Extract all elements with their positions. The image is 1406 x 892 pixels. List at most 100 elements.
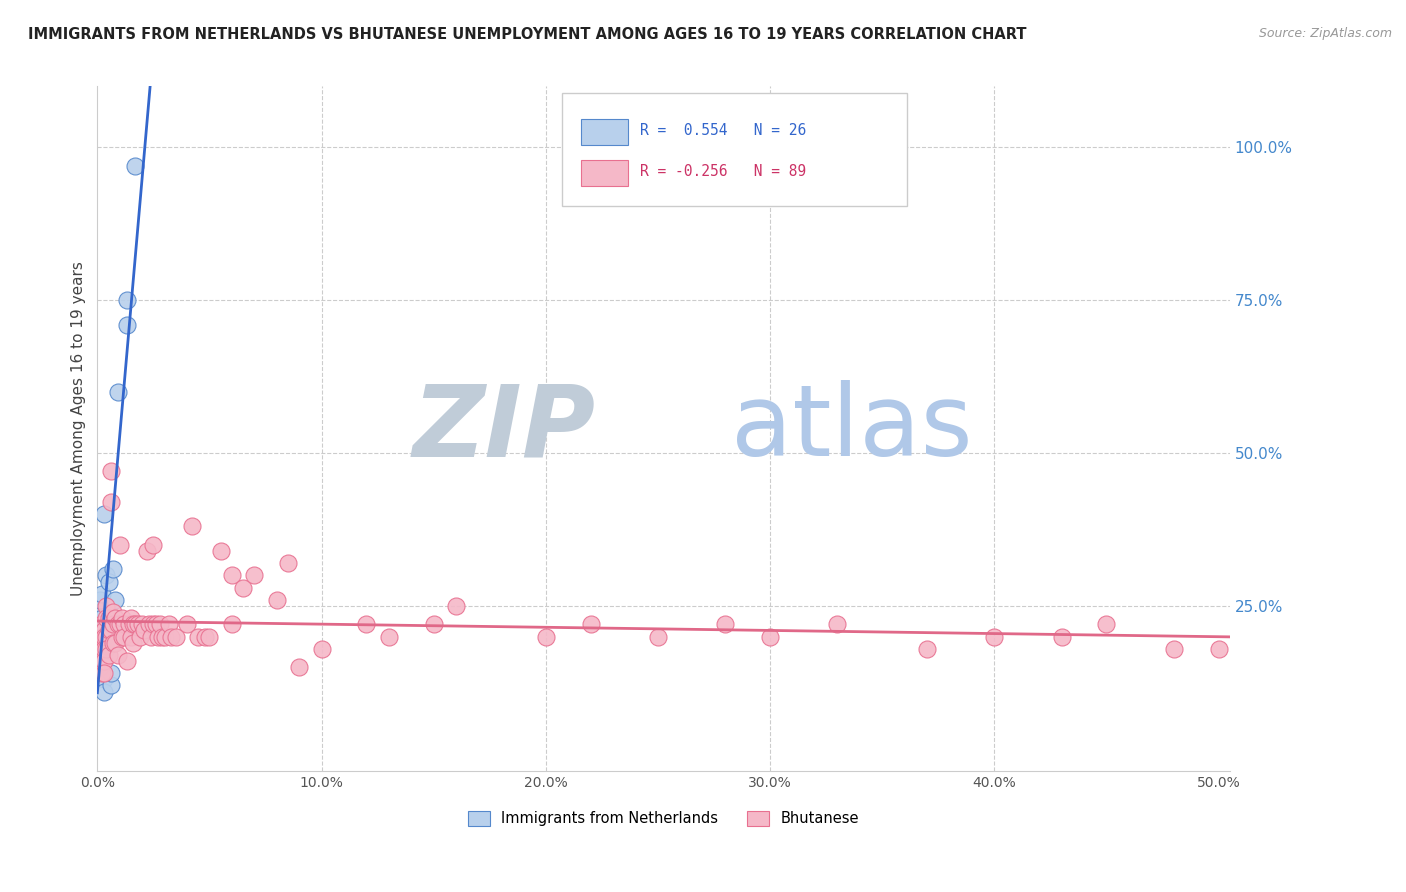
FancyBboxPatch shape <box>561 93 907 206</box>
Point <box>135 544 157 558</box>
Point <box>107 384 129 399</box>
Point <box>534 630 557 644</box>
Point <box>124 159 146 173</box>
Point <box>89 617 111 632</box>
Point <box>87 617 110 632</box>
Point <box>108 538 131 552</box>
Point <box>647 630 669 644</box>
Point <box>104 635 127 649</box>
Point <box>100 666 122 681</box>
Point <box>96 617 118 632</box>
Point <box>93 673 115 687</box>
Point <box>118 617 141 632</box>
Text: atlas: atlas <box>731 380 973 477</box>
Point <box>90 630 112 644</box>
Point <box>221 568 243 582</box>
Text: Source: ZipAtlas.com: Source: ZipAtlas.com <box>1258 27 1392 40</box>
Point <box>198 630 221 644</box>
Point <box>915 641 938 656</box>
Point <box>93 684 115 698</box>
Point <box>146 630 169 644</box>
Point <box>100 624 122 638</box>
Point <box>232 581 254 595</box>
Point <box>101 562 124 576</box>
Point <box>124 617 146 632</box>
Point <box>112 617 135 632</box>
Point <box>131 617 153 632</box>
Point <box>97 648 120 662</box>
Point <box>115 318 138 332</box>
Point <box>93 624 115 638</box>
Point <box>1208 641 1230 656</box>
Point <box>96 599 118 613</box>
Point <box>89 630 111 644</box>
Point <box>378 630 401 644</box>
Point <box>111 611 134 625</box>
Point <box>96 641 118 656</box>
Point <box>176 617 198 632</box>
Point <box>122 635 145 649</box>
Point <box>101 617 124 632</box>
Point <box>142 617 165 632</box>
Text: R =  0.554   N = 26: R = 0.554 N = 26 <box>640 123 806 138</box>
Point <box>160 630 183 644</box>
Y-axis label: Unemployment Among Ages 16 to 19 years: Unemployment Among Ages 16 to 19 years <box>72 261 86 596</box>
Point <box>90 624 112 638</box>
Point <box>100 465 122 479</box>
Point <box>93 666 115 681</box>
Legend: Immigrants from Netherlands, Bhutanese: Immigrants from Netherlands, Bhutanese <box>461 805 865 832</box>
Point <box>187 630 209 644</box>
Point <box>356 617 378 632</box>
Point <box>93 654 115 668</box>
Point <box>129 630 152 644</box>
Point <box>115 293 138 308</box>
Point <box>444 599 467 613</box>
Point <box>93 508 115 522</box>
Point <box>96 630 118 644</box>
Point <box>209 544 232 558</box>
Point <box>96 568 118 582</box>
Point <box>93 630 115 644</box>
Point <box>1050 630 1073 644</box>
Point <box>93 630 115 644</box>
Point <box>150 630 173 644</box>
Point <box>134 624 156 638</box>
Point <box>127 617 149 632</box>
Point <box>120 630 142 644</box>
Point <box>104 592 127 607</box>
Point <box>759 630 782 644</box>
Point <box>101 605 124 619</box>
Point <box>1095 617 1118 632</box>
Point <box>90 654 112 668</box>
Point <box>97 624 120 638</box>
Point <box>142 538 165 552</box>
Point <box>288 660 311 674</box>
Point <box>97 630 120 644</box>
Point <box>827 617 849 632</box>
Point <box>90 617 112 632</box>
Point <box>111 630 134 644</box>
Point <box>145 617 167 632</box>
Point <box>107 648 129 662</box>
Point <box>277 556 299 570</box>
Point <box>120 611 142 625</box>
Point <box>983 630 1005 644</box>
FancyBboxPatch shape <box>581 119 628 145</box>
Point <box>180 519 202 533</box>
Point <box>90 611 112 625</box>
Point <box>138 617 160 632</box>
Point <box>90 635 112 649</box>
Point <box>221 617 243 632</box>
Point <box>89 592 111 607</box>
Point <box>87 630 110 644</box>
Point <box>89 641 111 656</box>
Point <box>97 611 120 625</box>
Point <box>266 592 288 607</box>
Point <box>112 630 135 644</box>
Text: R = -0.256   N = 89: R = -0.256 N = 89 <box>640 164 806 179</box>
Point <box>422 617 444 632</box>
Point <box>90 666 112 681</box>
Point <box>89 605 111 619</box>
Point <box>165 630 187 644</box>
Point <box>243 568 266 582</box>
